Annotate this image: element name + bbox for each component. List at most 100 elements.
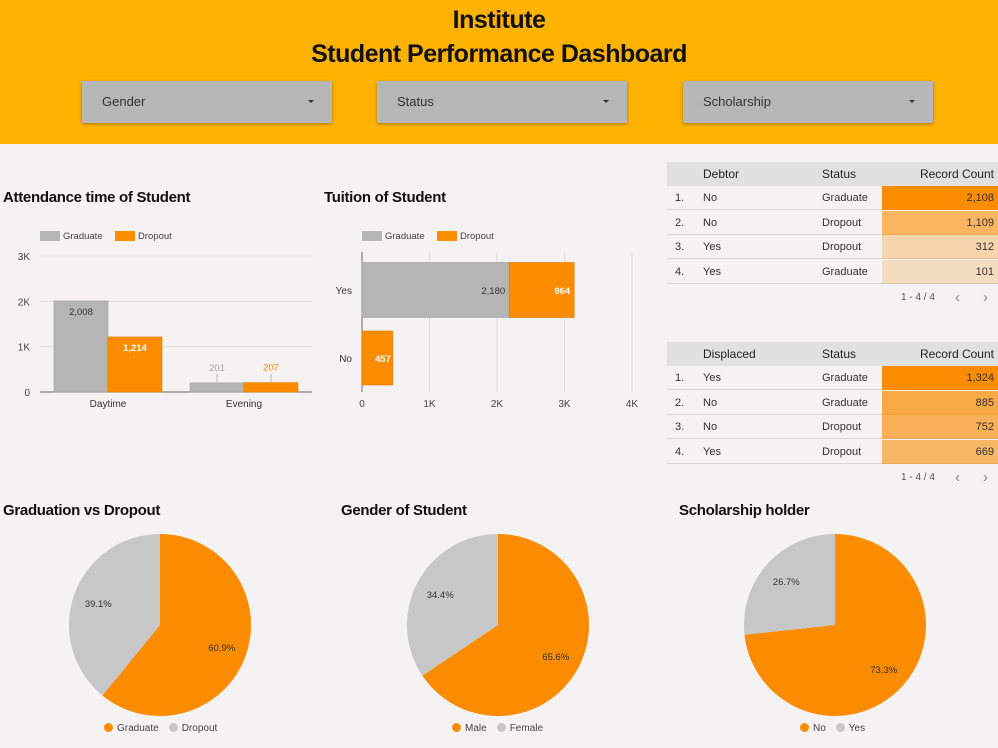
chevron-left-icon[interactable]: ‹: [955, 469, 960, 486]
record-count-heat-cell: [882, 390, 998, 415]
pie-slice-no[interactable]: [744, 534, 926, 716]
table-row[interactable]: 1. Yes Graduate 1,324: [667, 366, 998, 390]
cell-displaced: No: [703, 396, 718, 409]
attendance-bar-chart: Graduate Dropout 0 1K 2K 3K 2,008 1,214 Daytime 2…: [18, 231, 312, 410]
displaced-status-table: Displaced Status Record Count 1. Yes Graduate…: [667, 342, 998, 492]
table-pager: 1 - 4 / 4 ‹ ›: [901, 289, 998, 306]
bar-graduate-daytime[interactable]: [53, 300, 109, 393]
cell-displaced: Yes: [703, 372, 721, 384]
cell-status: Graduate: [822, 396, 868, 409]
cell-debtor: Yes: [703, 241, 721, 253]
legend-item-dropout[interactable]: Dropout: [168, 723, 218, 734]
pie-value-label: 73.3%: [870, 665, 897, 676]
bar-dropout-evening[interactable]: [243, 382, 299, 393]
y-tick-label: 3K: [18, 252, 31, 263]
record-count-heat-cell: [882, 235, 998, 259]
pie-value-label: 39.1%: [85, 599, 112, 610]
table-row[interactable]: 4. Yes Graduate 101: [667, 259, 998, 284]
debtor-status-table: Debtor Status Record Count 1. No Graduate 2,10…: [667, 162, 998, 306]
gender-filter-dropdown[interactable]: Gender: [82, 81, 332, 123]
legend-label-dropout: Dropout: [138, 231, 172, 242]
legend-dot-icon: [800, 723, 809, 732]
cell-status: Graduate: [822, 265, 868, 278]
table-row[interactable]: 2. No Graduate 885: [667, 390, 998, 415]
pie-slice-female[interactable]: [407, 534, 498, 676]
scholarship-filter-label: Scholarship: [703, 94, 771, 109]
cell-status: Dropout: [822, 421, 862, 433]
bar-dropout-yes[interactable]: [508, 262, 575, 318]
cell-record-count: 2,108: [966, 192, 994, 204]
tuition-bar-chart: Graduate Dropout 0 1K 2K 3K 4K 2,180 964 Yes 457 No: [336, 231, 638, 410]
pie-slice-male[interactable]: [422, 534, 589, 716]
legend-dot-icon: [496, 723, 506, 732]
table-row[interactable]: 2. No Dropout 1,109: [667, 210, 998, 235]
pie-slice-dropout[interactable]: [68, 534, 160, 696]
scholarship-pie-chart: 73.3% 26.7%: [744, 534, 926, 716]
cell-record-count: 669: [975, 445, 994, 458]
pager-label: 1 - 4 / 4: [901, 472, 935, 483]
table-row[interactable]: 1. No Graduate 2,108: [667, 186, 998, 210]
legend-label-graduate: Graduate: [63, 231, 103, 242]
pie-value-label: 26.7%: [773, 577, 800, 588]
row-index: 2.: [675, 396, 685, 409]
legend-dot-icon: [452, 723, 461, 732]
chevron-down-icon: [308, 100, 314, 103]
table-row[interactable]: 3. Yes Dropout 312: [667, 235, 998, 259]
gender-filter-label: Gender: [102, 94, 146, 109]
record-count-heat-cell: [882, 439, 998, 464]
cell-status: Graduate: [822, 372, 868, 384]
legend-label: Graduate: [117, 723, 159, 734]
chevron-left-icon[interactable]: ‹: [955, 289, 960, 306]
pie-value-label: 34.4%: [427, 590, 454, 601]
pie-slice-graduate[interactable]: [102, 534, 251, 716]
legend-label: No: [813, 723, 826, 734]
cell-record-count: 101: [975, 265, 994, 278]
chevron-right-icon[interactable]: ›: [983, 289, 988, 306]
cell-debtor: No: [703, 192, 718, 204]
legend-swatch-graduate: [40, 231, 60, 241]
bar-dropout-daytime[interactable]: [107, 336, 163, 393]
legend-item-female[interactable]: Female: [496, 723, 544, 734]
y-tick-label: 2K: [18, 297, 31, 308]
graduation-pie-legend: Graduate Dropout: [104, 723, 227, 734]
legend-label-graduate: Graduate: [385, 231, 425, 242]
status-filter-dropdown[interactable]: Status: [377, 81, 627, 123]
graduation-pie-chart: 60.9% 39.1%: [68, 534, 251, 716]
legend-item-yes[interactable]: Yes: [835, 723, 866, 734]
y-tick-label: 0: [24, 388, 30, 399]
column-header[interactable]: Record Count: [919, 167, 994, 181]
cell-displaced: No: [703, 421, 718, 433]
table-row[interactable]: 4. Yes Dropout 669: [667, 439, 998, 464]
legend-label: Yes: [848, 723, 866, 734]
legend-label: Dropout: [181, 723, 218, 734]
legend-item-male[interactable]: Male: [452, 723, 487, 734]
scholarship-filter-dropdown[interactable]: Scholarship: [683, 81, 933, 123]
row-index: 1.: [675, 192, 685, 204]
legend-dot-icon: [104, 723, 113, 732]
bar-graduate-yes[interactable]: [361, 262, 510, 318]
legend-label: Female: [509, 723, 544, 734]
cell-status: Dropout: [822, 445, 862, 458]
data-label-dropout-yes: 964: [554, 286, 571, 297]
legend-item-graduate[interactable]: Graduate: [104, 723, 159, 734]
column-header[interactable]: Displaced: [703, 347, 756, 361]
bar-dropout-no[interactable]: [361, 330, 394, 386]
bar-graduate-evening[interactable]: [189, 382, 245, 393]
column-header[interactable]: Status: [822, 347, 857, 361]
column-header[interactable]: Record Count: [919, 347, 994, 361]
chevron-right-icon[interactable]: ›: [983, 469, 988, 486]
tuition-chart-title: Tuition of Student: [324, 189, 446, 206]
column-header[interactable]: Debtor: [703, 167, 740, 181]
column-header[interactable]: Status: [822, 167, 857, 181]
cell-record-count: 752: [975, 421, 994, 433]
table-row[interactable]: 3. No Dropout 752: [667, 415, 998, 439]
scholarship-pie-legend: No Yes: [800, 723, 875, 734]
cell-record-count: 312: [975, 241, 994, 253]
y-category-label: Yes: [336, 286, 352, 297]
pie-slice-yes[interactable]: [744, 534, 835, 635]
dashboard-title-line2: Student Performance Dashboard: [311, 40, 687, 68]
legend-item-no[interactable]: No: [800, 723, 826, 734]
data-label-dropout-no: 457: [375, 354, 391, 365]
gender-chart-title: Gender of Student: [341, 502, 467, 519]
gender-pie-chart: 65.6% 34.4%: [407, 534, 589, 716]
